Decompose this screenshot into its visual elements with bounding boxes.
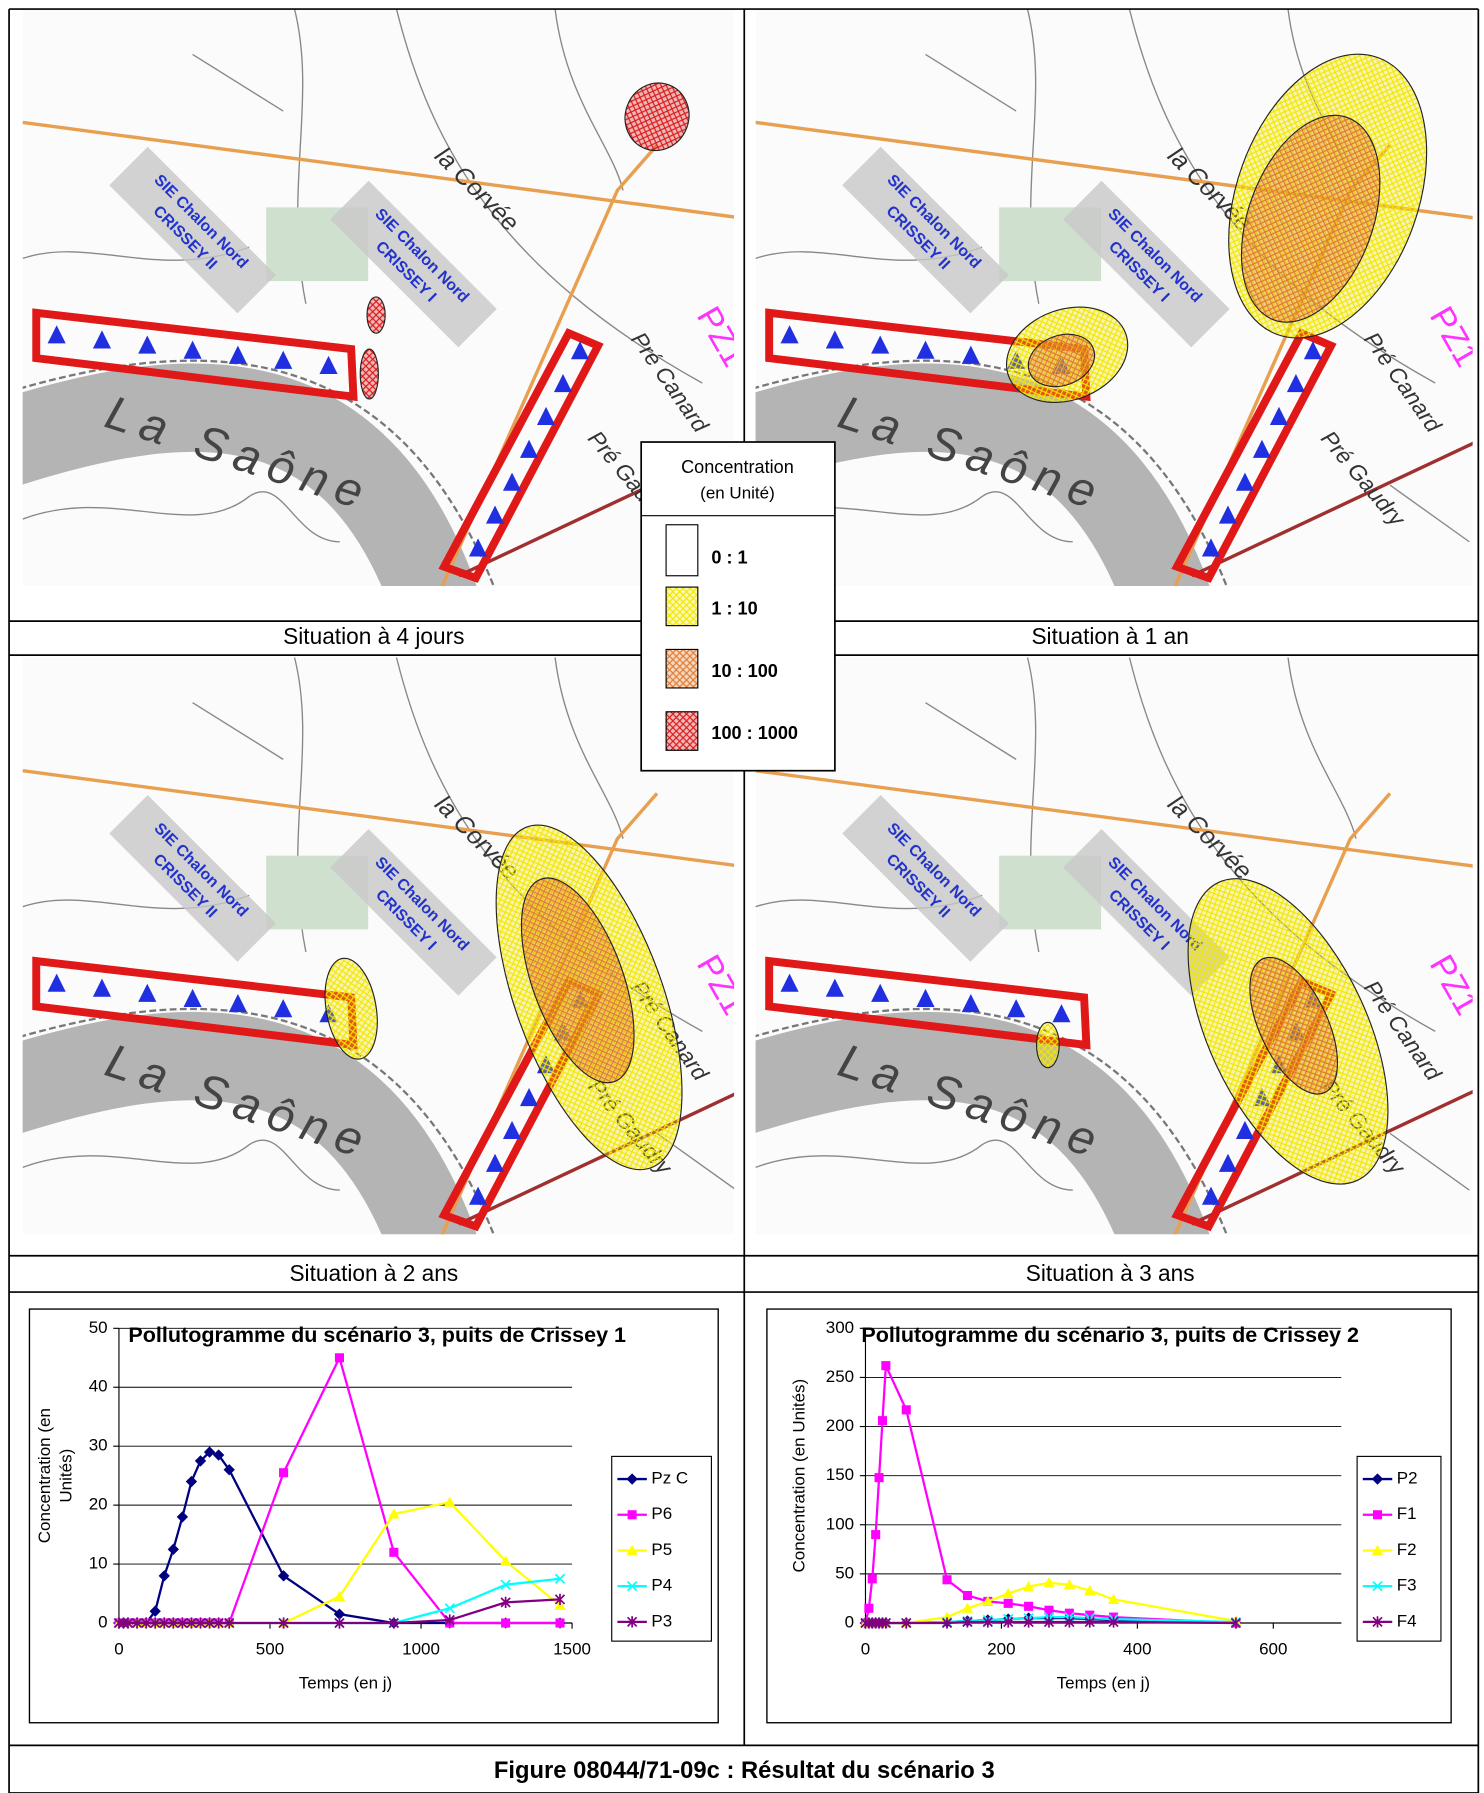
x-tick-label: 600 [1259, 1640, 1287, 1659]
x-axis-label: Temps (en j) [1057, 1674, 1150, 1693]
legend-subtitle: (en Unité) [700, 484, 775, 503]
legend-label: 1 : 10 [711, 599, 757, 619]
x-tick-label: 1500 [553, 1640, 591, 1659]
legend-label: 100 : 1000 [711, 723, 798, 743]
x-tick-label: 400 [1123, 1640, 1151, 1659]
data-point [943, 1575, 952, 1584]
figure-canvas: SIE Chalon NordCRISSEY IISIE Chalon Nord… [0, 0, 1484, 1793]
legend-label: 10 : 100 [711, 661, 777, 681]
data-point [878, 1416, 887, 1425]
x-axis-label: Temps (en j) [299, 1674, 392, 1693]
plume [360, 349, 378, 399]
legend-swatch [666, 712, 698, 751]
data-point [335, 1353, 344, 1362]
legend-swatch [666, 649, 698, 688]
legend-label: F1 [1397, 1504, 1417, 1523]
data-point [628, 1510, 637, 1519]
y-tick-label: 200 [826, 1416, 854, 1435]
map: SIE Chalon NordCRISSEY IISIE Chalon Nord… [0, 9, 753, 621]
y-tick-label: 0 [98, 1612, 107, 1631]
legend-label: Pz C [651, 1469, 688, 1488]
data-point [501, 1618, 510, 1627]
legend-label: P3 [651, 1611, 672, 1630]
chart-title: Pollutogramme du scénario 3, puits de Cr… [128, 1322, 626, 1351]
data-point [1024, 1602, 1033, 1611]
plume [367, 297, 385, 333]
data-point [864, 1604, 873, 1613]
legend-label: F2 [1397, 1540, 1417, 1559]
data-point [1373, 1510, 1382, 1519]
y-tick-label: 10 [89, 1554, 108, 1573]
y-tick-label: 250 [826, 1367, 854, 1386]
legend-label: P2 [1397, 1469, 1418, 1488]
plume [1037, 1022, 1060, 1067]
x-tick-label: 500 [256, 1640, 284, 1659]
y-tick-label: 50 [835, 1563, 854, 1582]
y-tick-label: 300 [826, 1318, 854, 1337]
map-caption: Situation à 2 ans [289, 1260, 458, 1286]
y-tick-label: 150 [826, 1465, 854, 1484]
y-tick-label: 100 [826, 1514, 854, 1533]
legend-swatch [666, 587, 698, 626]
data-point [1004, 1599, 1013, 1608]
legend-title: Concentration [681, 457, 794, 477]
data-point [963, 1591, 972, 1600]
y-tick-label: 0 [845, 1612, 854, 1631]
legend-swatch [666, 525, 698, 576]
legend-label: F3 [1397, 1576, 1417, 1595]
data-point [875, 1473, 884, 1482]
map-caption: Situation à 1 an [1031, 623, 1188, 649]
chart-title: Pollutogramme du scénario 3, puits de Cr… [861, 1322, 1359, 1351]
data-point [871, 1530, 880, 1539]
legend-label: 0 : 1 [711, 548, 747, 568]
data-point [902, 1405, 911, 1414]
y-tick-label: 50 [89, 1318, 108, 1337]
map-caption: Situation à 3 ans [1026, 1260, 1195, 1286]
y-axis-label: Concentration (en Unités) [32, 1396, 82, 1555]
data-point [389, 1548, 398, 1557]
y-tick-label: 40 [89, 1377, 108, 1396]
x-tick-label: 200 [987, 1640, 1015, 1659]
data-point [868, 1574, 877, 1583]
y-axis-label: Concentration (en Unités) [775, 1340, 825, 1612]
x-tick-label: 0 [114, 1640, 123, 1659]
legend-label: P6 [651, 1504, 672, 1523]
chart-frame [767, 1309, 1451, 1723]
figure: SIE Chalon NordCRISSEY IISIE Chalon Nord… [0, 0, 1484, 1793]
map-caption: Situation à 4 jours [283, 623, 464, 649]
data-point [279, 1468, 288, 1477]
figure-caption: Figure 08044/71-09c : Résultat du scénar… [494, 1757, 995, 1784]
x-tick-label: 1000 [402, 1640, 440, 1659]
legend-label: P5 [651, 1540, 672, 1559]
y-tick-label: 30 [89, 1436, 108, 1455]
legend-label: P4 [651, 1576, 672, 1595]
x-tick-label: 0 [861, 1640, 870, 1659]
legend-label: F4 [1397, 1611, 1417, 1630]
y-tick-label: 20 [89, 1495, 108, 1514]
data-point [881, 1361, 890, 1370]
data-point [555, 1618, 564, 1627]
